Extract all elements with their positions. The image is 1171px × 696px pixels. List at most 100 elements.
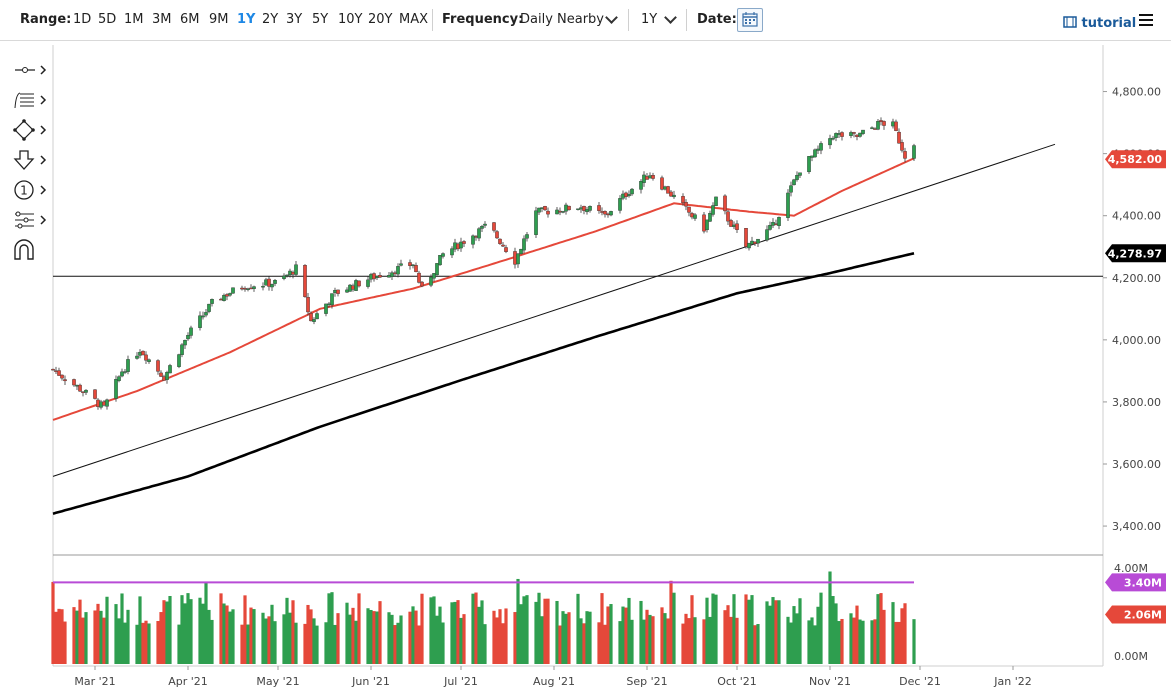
arrow-tool-icon[interactable] (10, 148, 50, 172)
candle-body (348, 284, 352, 292)
candle-body (645, 176, 649, 180)
volume-bar (324, 622, 328, 664)
svg-text:1: 1 (20, 184, 28, 198)
volume-bar (228, 611, 232, 664)
volume-bar (51, 581, 55, 664)
candle-body (609, 211, 613, 216)
candle-body (786, 192, 790, 218)
volume-bar (204, 581, 208, 664)
candle-body (849, 132, 853, 136)
candle-body (828, 138, 832, 146)
volume-bar (555, 600, 559, 664)
volume-bar (330, 592, 334, 664)
time-tick-label: Nov '21 (809, 675, 851, 688)
period-select[interactable]: 1Y (641, 12, 658, 27)
volume-bar (603, 624, 607, 664)
candle-body (540, 207, 544, 209)
candle-body (666, 186, 670, 194)
volume-bar (441, 622, 445, 664)
candle-body (180, 344, 184, 355)
candle-body (651, 175, 655, 179)
range-button-6m[interactable]: 6M (180, 12, 200, 27)
volume-bar (585, 611, 589, 664)
candle-body (390, 272, 394, 277)
volume-bar (588, 611, 592, 664)
last-price-badge-shape (1105, 150, 1166, 169)
range-button-2y[interactable]: 2Y (262, 12, 279, 27)
volume-bar (126, 609, 130, 664)
volume-bar (429, 597, 433, 664)
range-button-9m[interactable]: 9M (209, 12, 229, 27)
candle-body (732, 224, 736, 227)
tutorial-link[interactable]: tutorial (1063, 16, 1136, 31)
volume-bar (165, 601, 169, 664)
range-button-3y[interactable]: 3Y (286, 12, 303, 27)
shape-tool-icon[interactable] (10, 118, 50, 142)
volume-bar (831, 596, 835, 664)
range-button-1m[interactable]: 1M (124, 12, 144, 27)
volume-bar (582, 623, 586, 664)
candle-body (450, 248, 454, 256)
candle-body (798, 172, 802, 176)
candle-body (120, 371, 124, 377)
date-picker-button[interactable] (737, 8, 763, 32)
volume-bar (711, 593, 715, 664)
volume-bar (765, 601, 769, 664)
range-button-1y[interactable]: 1Y (237, 12, 256, 27)
candle-body (663, 186, 667, 190)
candle-body (627, 194, 631, 197)
price-tick-label: 4,800.00 (1112, 86, 1161, 99)
time-tick-label: Mar '21 (74, 675, 115, 688)
volume-bar (78, 599, 82, 664)
volume-bar (354, 620, 358, 664)
candle-body (432, 273, 436, 279)
volume-bar (225, 605, 229, 664)
fibonacci-tool-icon[interactable] (10, 88, 50, 112)
range-button-20y[interactable]: 20Y (368, 12, 393, 27)
range-button-5y[interactable]: 5Y (312, 12, 329, 27)
volume-bar (795, 613, 799, 664)
range-button-max[interactable]: MAX (399, 12, 429, 27)
volume-bar (147, 623, 151, 664)
candle-body (882, 121, 886, 126)
date-label: Date: (697, 12, 737, 27)
candle-body (138, 351, 142, 356)
volume-bar (840, 618, 844, 664)
volume-bar (267, 616, 271, 664)
hamburger-menu-icon[interactable] (1139, 14, 1153, 26)
candle-body (705, 219, 709, 231)
trendline[interactable] (52, 143, 1056, 477)
time-tick-label: Jan '22 (993, 675, 1031, 688)
frequency-select[interactable]: Daily Nearby (520, 12, 605, 27)
volume-bar (231, 609, 235, 664)
candle-body (639, 181, 643, 190)
volume-bar (567, 612, 571, 664)
volume-bar (543, 598, 547, 664)
magnet-icon[interactable] (10, 238, 50, 262)
price-axis: 3,400.00 3,600.00 3,800.00 4,000.00 4,200.00… (1103, 86, 1161, 663)
time-tick-label: Apr '21 (168, 675, 208, 688)
range-button-3m[interactable]: 3M (152, 12, 172, 27)
range-button-5d[interactable]: 5D (98, 12, 117, 27)
crosshair-tool-icon[interactable] (10, 58, 50, 82)
volume-bar (516, 578, 520, 664)
volume-bar (450, 602, 454, 664)
volume-bar (270, 604, 274, 664)
volume-bar (210, 619, 214, 664)
pitchfork-tool-icon[interactable] (10, 208, 50, 232)
volume-bar (294, 622, 298, 664)
volume-bar (498, 609, 502, 664)
range-button-10y[interactable]: 10Y (338, 12, 363, 27)
candle-body (534, 210, 538, 235)
candle-body (813, 149, 817, 158)
range-button-1d[interactable]: 1D (73, 12, 92, 27)
film-icon (1063, 16, 1077, 28)
volume-bar (660, 607, 664, 664)
volume-bar (162, 600, 166, 664)
annotation-tool-icon[interactable]: 1 (10, 178, 50, 202)
candle-body (648, 175, 652, 179)
candle-body (558, 210, 562, 213)
volume-bar (501, 623, 505, 664)
volume-bar (114, 604, 118, 664)
